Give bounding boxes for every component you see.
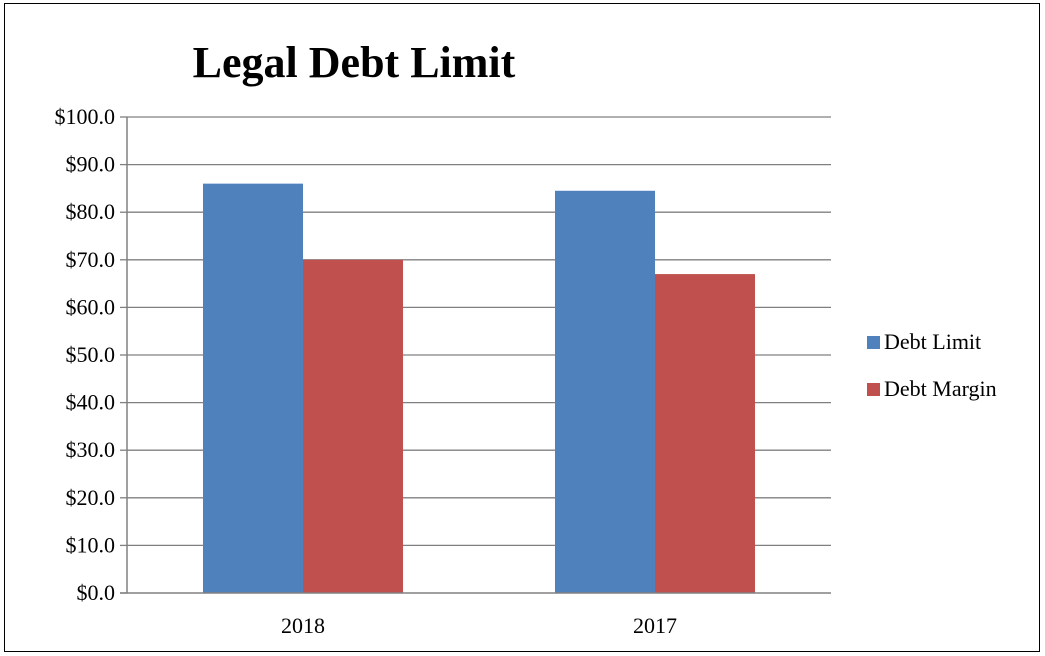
chart-svg: Legal Debt Limit $0.0 $10.0 $20.0 $30.0 $40.…: [55, 38, 997, 638]
legend-label: Debt Margin: [884, 376, 997, 401]
y-tick-label: $80.0: [66, 199, 116, 224]
x-tick-labels: 2018 2017: [281, 613, 677, 638]
y-tick-label: $20.0: [66, 485, 116, 510]
y-tick-label: $40.0: [66, 390, 116, 415]
y-tick-label: $30.0: [66, 437, 116, 462]
chart-title: Legal Debt Limit: [193, 38, 516, 87]
y-tick-label: $100.0: [55, 104, 116, 129]
bar-debt-limit-2017: [555, 190, 655, 593]
y-tick-label: $10.0: [66, 532, 116, 557]
y-tick-label: $0.0: [77, 580, 116, 605]
legend-label: Debt Limit: [884, 329, 981, 354]
legend-swatch: [867, 336, 880, 349]
y-tick-label: $90.0: [66, 152, 116, 177]
bars: [203, 183, 755, 593]
chart-frame: Legal Debt Limit $0.0 $10.0 $20.0 $30.0 $40.…: [4, 3, 1040, 652]
bar-debt-margin-2017: [655, 274, 755, 593]
x-tick-label: 2017: [633, 613, 677, 638]
bar-debt-limit-2018: [203, 183, 303, 593]
legend: Debt Limit Debt Margin: [867, 329, 997, 401]
y-tick-labels: $0.0 $10.0 $20.0 $30.0 $40.0 $50.0 $60.0 $70.0 $…: [55, 104, 116, 605]
bar-debt-margin-2018: [303, 259, 403, 593]
y-tick-label: $70.0: [66, 247, 116, 272]
legend-swatch: [867, 383, 880, 396]
y-tick-label: $60.0: [66, 294, 116, 319]
y-tick-label: $50.0: [66, 342, 116, 367]
axes: [120, 116, 831, 594]
x-tick-label: 2018: [281, 613, 325, 638]
